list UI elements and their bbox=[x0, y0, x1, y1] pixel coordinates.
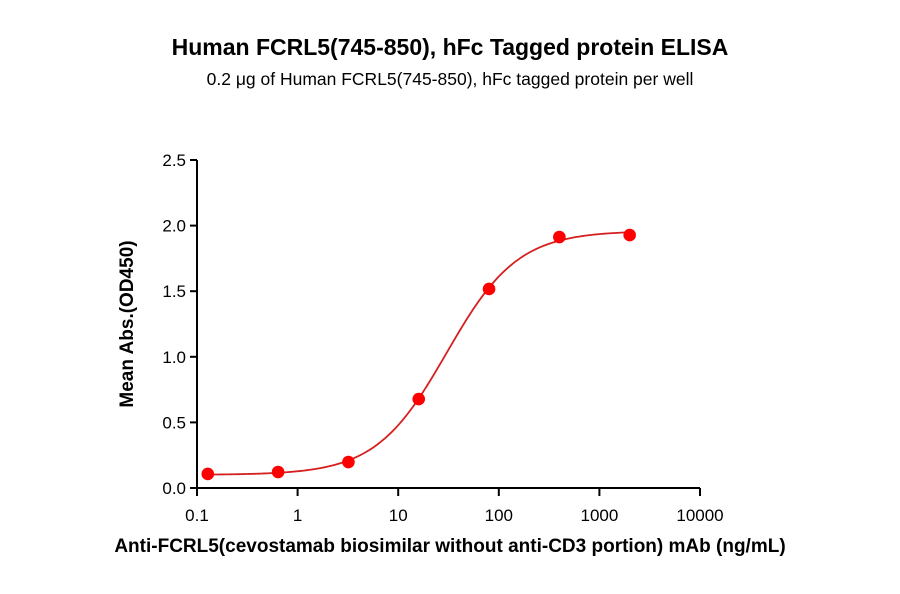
y-tick-label: 2.0 bbox=[162, 217, 186, 236]
fit-curve bbox=[207, 231, 630, 476]
axes: 0.0 0.5 1.0 1.5 2.0 2.5 0.1 1 10 100 1000 10000 bbox=[162, 151, 723, 525]
y-tick-label: 2.5 bbox=[162, 151, 186, 170]
x-tick-label: 10 bbox=[389, 506, 408, 525]
chart-subtitle: 0.2 μg of Human FCRL5(745-850), hFc tagg… bbox=[206, 69, 694, 89]
x-tick-label: 0.1 bbox=[185, 506, 209, 525]
data-point bbox=[482, 282, 496, 296]
y-tick-label: 0.0 bbox=[162, 479, 186, 498]
x-axis-label: Anti-FCRL5(cevostamab biosimilar without… bbox=[114, 536, 786, 557]
data-points bbox=[201, 228, 636, 481]
y-tick-label: 0.5 bbox=[162, 413, 186, 432]
x-tick-label: 100 bbox=[485, 506, 513, 525]
x-tick-label: 10000 bbox=[676, 506, 723, 525]
data-point bbox=[412, 392, 426, 406]
x-tick-label: 1000 bbox=[580, 506, 618, 525]
x-tick-label: 1 bbox=[293, 506, 302, 525]
data-point bbox=[271, 465, 285, 479]
fit-curve-path bbox=[207, 231, 630, 476]
data-point bbox=[623, 228, 636, 242]
data-point bbox=[342, 455, 355, 469]
data-point bbox=[201, 467, 215, 481]
y-tick-label: 1.0 bbox=[162, 348, 186, 367]
chart-title: Human FCRL5(745-850), hFc Tagged protein… bbox=[171, 34, 729, 60]
y-tick-label: 1.5 bbox=[162, 282, 186, 301]
data-point bbox=[553, 230, 566, 244]
